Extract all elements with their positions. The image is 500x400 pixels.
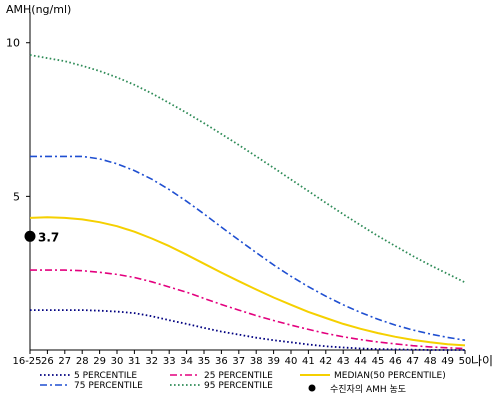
legend-label-4: 95 PERCENTILE [204,381,273,391]
x-tick-label: 46 [389,356,402,367]
legend-label-2: MEDIAN(50 PERCENTILE) [334,371,446,381]
legend-label-3: 75 PERCENTILE [74,381,143,391]
chart-series-lines [29,54,466,351]
legend-marker-label: 수진자의 AMH 농도 [330,384,406,395]
x-tick-label: 40 [285,356,298,367]
chart-legend: 5 PERCENTILE 25 PERCENTILE MEDIAN(50 PERCE… [40,371,446,395]
x-tick-label: 43 [337,356,350,367]
x-tick-label: 28 [76,356,89,367]
series-line-1 [30,269,466,350]
legend-label-0: 5 PERCENTILE [74,371,137,381]
x-tick-label: 49 [441,356,454,367]
x-tick-label: 50 [459,356,472,367]
legend-marker-dot [308,384,316,392]
x-tick-label: 42 [319,356,332,367]
series-line-4 [29,54,466,284]
legend-label-1: 25 PERCENTILE [204,371,273,381]
x-tick-label: 45 [372,356,385,367]
series-line-0 [30,309,465,351]
x-tick-label: 31 [128,356,141,367]
x-axis-label: 나이 [471,354,493,368]
x-tick-label: 39 [267,356,280,367]
patient-marker-dot [24,230,36,242]
y-axis-label: AMH(ng/ml) [6,3,71,16]
x-tick-label: 33 [163,356,176,367]
patient-marker: 3.7 [24,230,59,244]
x-tick-label: 30 [111,356,124,367]
x-tick-label: 48 [424,356,437,367]
x-tick-label: 36 [215,356,228,367]
x-tick-label: 44 [354,356,367,367]
series-line-3 [30,155,466,341]
x-tick-label: 32 [145,356,158,367]
x-tick-label: 41 [302,356,315,367]
x-tick-label: 27 [58,356,71,367]
y-tick-label: 5 [13,190,20,203]
y-tick-label: 10 [6,37,20,50]
x-tick-label: 38 [250,356,263,367]
x-tick-label: 26 [41,356,54,367]
chart-axes: AMH(ng/ml) 나이 5 10 16-25 26 27 28 29 30 31 32 33 34 35… [6,3,493,368]
x-tick-label: 37 [232,356,245,367]
x-tick-label: 35 [198,356,211,367]
x-tick-label: 47 [406,356,419,367]
series-line-2 [29,216,466,347]
x-tick-label: 16-25 [12,356,41,367]
x-tick-label: 29 [93,356,106,367]
patient-marker-value: 3.7 [38,230,59,244]
x-tick-label: 34 [180,356,193,367]
